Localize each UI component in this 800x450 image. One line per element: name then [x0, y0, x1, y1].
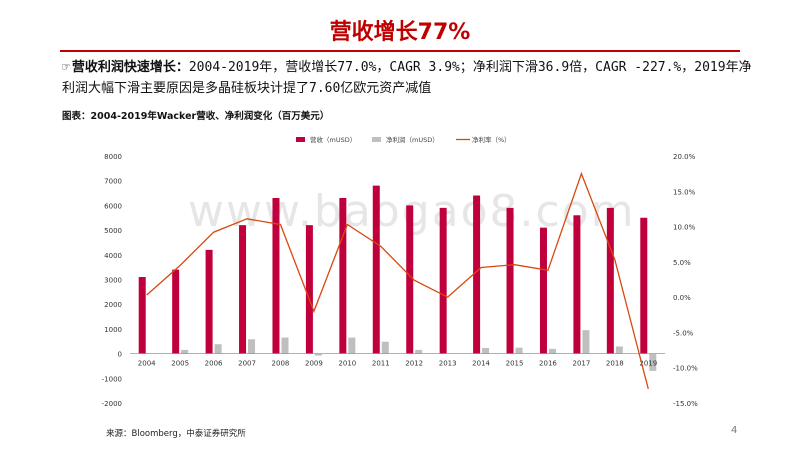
left-tick-label: 7000 — [104, 178, 122, 186]
right-tick-label: 20.0% — [673, 153, 696, 161]
net-profit-bar — [181, 349, 189, 354]
net-profit-bar — [649, 353, 657, 371]
x-tick-label: 2004 — [138, 360, 156, 368]
left-tick-label: 1000 — [104, 326, 122, 334]
revenue-bar — [606, 207, 614, 354]
net-profit-bar — [281, 337, 289, 354]
revenue-bar — [539, 227, 547, 354]
revenue-bar — [406, 205, 414, 354]
left-tick-label: -2000 — [102, 400, 122, 408]
x-tick-label: 2019 — [639, 360, 657, 368]
net-profit-bar — [548, 348, 556, 354]
bullet-lead: 营收利润快速增长： — [71, 60, 189, 75]
margin-line-series — [146, 171, 649, 390]
legend-revenue-swatch — [296, 137, 305, 142]
x-tick-label: 2010 — [338, 360, 356, 368]
net-profit-bar — [248, 339, 256, 354]
revenue-bar — [506, 207, 514, 354]
x-tick-label: 2008 — [272, 360, 290, 368]
net-profit-bar — [314, 353, 322, 356]
legend-margin-label: 净利率（%） — [472, 135, 511, 144]
x-tick-label: 2012 — [405, 360, 423, 368]
x-tick-label: 2007 — [238, 360, 256, 368]
x-tick-label: 2016 — [539, 360, 557, 368]
revenue-bar — [439, 207, 447, 354]
bullet-text: 2004-2019年，营收增长77.0%，CAGR 3.9%；净利润下滑36.9… — [62, 60, 752, 96]
right-axis: -15.0% -10.0% -5.0% 0.0% 5.0% 10.0% 15.0% 20.0% — [673, 153, 698, 408]
revenue-bar — [339, 197, 347, 354]
x-axis-labels: 2004 2005 2006 2007 2008 2009 2010 2011 2012 2013… — [138, 360, 657, 368]
slide-title: 营收增长77% — [329, 20, 471, 45]
left-axis: -2000 -1000 0 1000 2000 3000 4000 5000 6000 7000 8… — [102, 153, 122, 408]
revenue-bar — [138, 277, 146, 354]
left-tick-label: 3000 — [104, 277, 122, 285]
x-tick-label: 2011 — [372, 360, 390, 368]
net-profit-bar — [582, 330, 590, 354]
source-note: 来源：Bloomberg，中泰证券研究所 — [106, 429, 246, 439]
net-profit-bar — [515, 347, 523, 354]
left-tick-label: 2000 — [104, 301, 122, 309]
margin-line — [146, 171, 649, 390]
net-profit-bar — [348, 337, 356, 354]
right-tick-label: 5.0% — [673, 259, 691, 267]
revenue-bar — [272, 197, 280, 354]
net-profit-bar — [381, 341, 389, 354]
revenue-bar — [305, 225, 313, 354]
legend-net-profit-label: 净利润（mUSD） — [386, 135, 439, 144]
net-profit-bar — [482, 347, 490, 354]
x-tick-label: 2015 — [506, 360, 524, 368]
legend-net-profit-swatch — [372, 137, 381, 142]
x-tick-label: 2018 — [606, 360, 624, 368]
right-tick-label: 15.0% — [673, 188, 696, 196]
pointing-hand-icon: ☞ — [62, 60, 70, 75]
left-tick-label: -1000 — [102, 375, 122, 383]
left-tick-label: 0 — [118, 351, 122, 359]
revenue-bar — [172, 269, 180, 354]
left-tick-label: 4000 — [104, 252, 122, 260]
page-number: 4 — [731, 425, 738, 436]
x-tick-label: 2017 — [572, 360, 590, 368]
revenue-bar — [573, 215, 581, 354]
revenue-bar — [640, 217, 648, 354]
right-tick-label: -15.0% — [673, 400, 698, 408]
title-divider — [60, 50, 740, 52]
chart-legend: 营收（mUSD） 净利润（mUSD） 净利率（%） — [296, 135, 511, 144]
net-profit-bar — [214, 344, 222, 354]
net-profit-bar — [615, 346, 623, 354]
left-tick-label: 5000 — [104, 227, 122, 235]
right-tick-label: -10.0% — [673, 365, 698, 373]
bar-series — [138, 185, 657, 371]
right-tick-label: 10.0% — [673, 224, 696, 232]
right-tick-label: -5.0% — [673, 329, 694, 337]
right-tick-label: 0.0% — [673, 294, 691, 302]
revenue-bar — [239, 225, 247, 354]
legend-revenue-label: 营收（mUSD） — [310, 135, 356, 144]
net-profit-bar — [415, 349, 423, 354]
revenue-bar — [372, 185, 380, 354]
left-tick-label: 8000 — [104, 153, 122, 161]
x-tick-label: 2009 — [305, 360, 323, 368]
summary-bullet: ☞ 营收利润快速增长：2004-2019年，营收增长77.0%，CAGR 3.9%… — [62, 57, 752, 99]
left-tick-label: 6000 — [104, 202, 122, 210]
revenue-bar — [205, 249, 213, 354]
x-tick-label: 2013 — [439, 360, 457, 368]
x-tick-label: 2006 — [205, 360, 223, 368]
chart-caption: 图表：2004-2019年Wacker营收、净利润变化（百万美元） — [62, 111, 330, 122]
revenue-bar — [473, 195, 481, 354]
x-tick-label: 2014 — [472, 360, 490, 368]
x-tick-label: 2005 — [171, 360, 189, 368]
